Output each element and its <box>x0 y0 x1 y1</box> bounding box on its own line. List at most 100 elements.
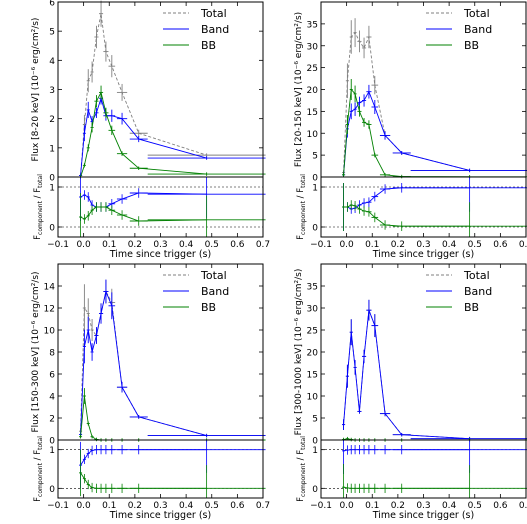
ratio-point-bb <box>353 201 357 211</box>
ratio-y-tick-label: 0 <box>312 485 318 495</box>
ratio-axes-frame <box>57 176 264 238</box>
x-tick-label: 0.1 <box>102 501 116 511</box>
data-point-bb <box>366 120 372 129</box>
series-line-total <box>80 13 207 176</box>
ratio-point-band <box>90 445 94 456</box>
data-point-band <box>147 156 266 160</box>
x-tick-label: 0.3 <box>153 501 167 511</box>
data-point-bb <box>108 125 116 135</box>
ratio-point-bb <box>82 474 86 484</box>
x-tick-label: 0.1 <box>102 240 116 250</box>
ratio-point-band <box>94 445 99 455</box>
y-tick-label: 14 <box>44 283 56 293</box>
x-tick-label: 0.3 <box>416 501 430 511</box>
data-point-total <box>362 37 367 59</box>
legend: Total Band BB <box>163 269 229 314</box>
data-point-band <box>94 107 99 118</box>
legend-label-total: Total <box>463 7 490 20</box>
y-tick-label: 2 <box>49 415 55 425</box>
ratio-point-band <box>371 445 379 455</box>
data-point-bb <box>362 117 367 127</box>
data-point-band <box>366 299 372 321</box>
series-line-band <box>343 310 470 440</box>
y-tick-label: 0 <box>312 174 318 184</box>
ratio-point-bb <box>129 216 148 226</box>
y-tick-label: 0 <box>312 437 318 447</box>
y-axis-label: Flux [20-150 keV] (10⁻⁶ erg/cm²/s) <box>294 12 304 167</box>
ratio-point-bb <box>86 211 90 221</box>
ratio-point-bb <box>345 202 349 212</box>
x-axis-label: Time since trigger (s) <box>109 249 211 260</box>
ratio-point-band <box>392 183 411 193</box>
y-tick-label: 35 <box>307 20 318 30</box>
y-tick-label: 4 <box>49 393 55 403</box>
ratio-y-tick-label: 0 <box>49 224 55 234</box>
y-tick-label: 20 <box>307 86 319 96</box>
data-point-total <box>86 69 90 93</box>
data-point-bb <box>82 163 86 168</box>
data-point-bb <box>79 434 83 439</box>
x-tick-label: −0.1 <box>47 501 69 511</box>
legend-label-bb: BB <box>201 39 216 52</box>
data-point-bb <box>345 115 349 134</box>
ratio-point-bb <box>108 205 116 215</box>
x-tick-label: 0.5 <box>468 240 482 250</box>
ratio-axis-label: Fcomponent / Ftotal <box>296 174 307 240</box>
data-point-total <box>90 61 94 83</box>
x-axis-label: Time since trigger (s) <box>109 510 211 521</box>
ratio-point-band <box>99 445 104 455</box>
x-tick-label: 0.6 <box>230 240 245 250</box>
data-point-band <box>108 109 116 122</box>
y-tick-label: 6 <box>49 0 55 9</box>
x-tick-label: 0.5 <box>205 240 219 250</box>
ratio-point-bb <box>362 483 367 493</box>
y-tick-label: 12 <box>44 305 55 315</box>
data-point-band <box>392 151 411 155</box>
data-point-bb <box>147 172 266 176</box>
y-tick-label: 35 <box>307 283 318 293</box>
data-point-bb <box>86 421 90 426</box>
ratio-point-bb <box>410 465 527 498</box>
legend-label-bb: BB <box>201 301 216 314</box>
data-point-total <box>90 319 94 341</box>
data-point-total <box>371 75 379 95</box>
ratio-point-bb <box>379 220 391 230</box>
ratio-point-bb <box>103 202 109 212</box>
ratio-point-band <box>392 445 411 455</box>
legend-label-bb: BB <box>464 39 479 52</box>
legend-label-band: Band <box>201 285 229 298</box>
legend-label-total: Total <box>463 269 490 282</box>
data-point-bb <box>357 106 362 117</box>
y-tick-label: 4 <box>49 57 55 67</box>
x-tick-label: 0.7 <box>256 240 270 250</box>
data-point-bb <box>90 122 94 133</box>
ratio-point-band <box>349 445 353 455</box>
data-point-band <box>103 279 109 304</box>
data-point-total <box>103 41 109 62</box>
ratio-y-tick-label: 1 <box>312 184 318 194</box>
x-tick-label: 0.2 <box>391 240 405 250</box>
data-point-band <box>392 432 411 437</box>
data-point-band <box>345 364 349 388</box>
data-point-band <box>362 349 367 364</box>
legend-label-bb: BB <box>464 301 479 314</box>
data-point-bb <box>82 388 86 404</box>
ratio-line-band <box>80 192 207 208</box>
data-point-band <box>371 314 379 338</box>
data-point-bb <box>349 79 353 100</box>
ratio-point-band <box>371 191 379 202</box>
data-point-band <box>99 303 104 324</box>
x-tick-label: 0.2 <box>128 240 142 250</box>
ratio-point-bb <box>379 483 391 493</box>
legend: Total Band BB <box>426 269 492 314</box>
data-point-band <box>379 410 391 417</box>
ratio-line-band <box>80 449 207 466</box>
data-point-band <box>357 409 362 414</box>
y-tick-label: 10 <box>307 130 319 140</box>
y-tick-label: 6 <box>49 371 55 381</box>
ratio-point-bb <box>366 483 372 493</box>
y-axis-label: Flux [8-20 keV] (10⁻⁶ erg/cm²/s) <box>31 18 41 162</box>
ratio-point-bb <box>362 206 367 216</box>
